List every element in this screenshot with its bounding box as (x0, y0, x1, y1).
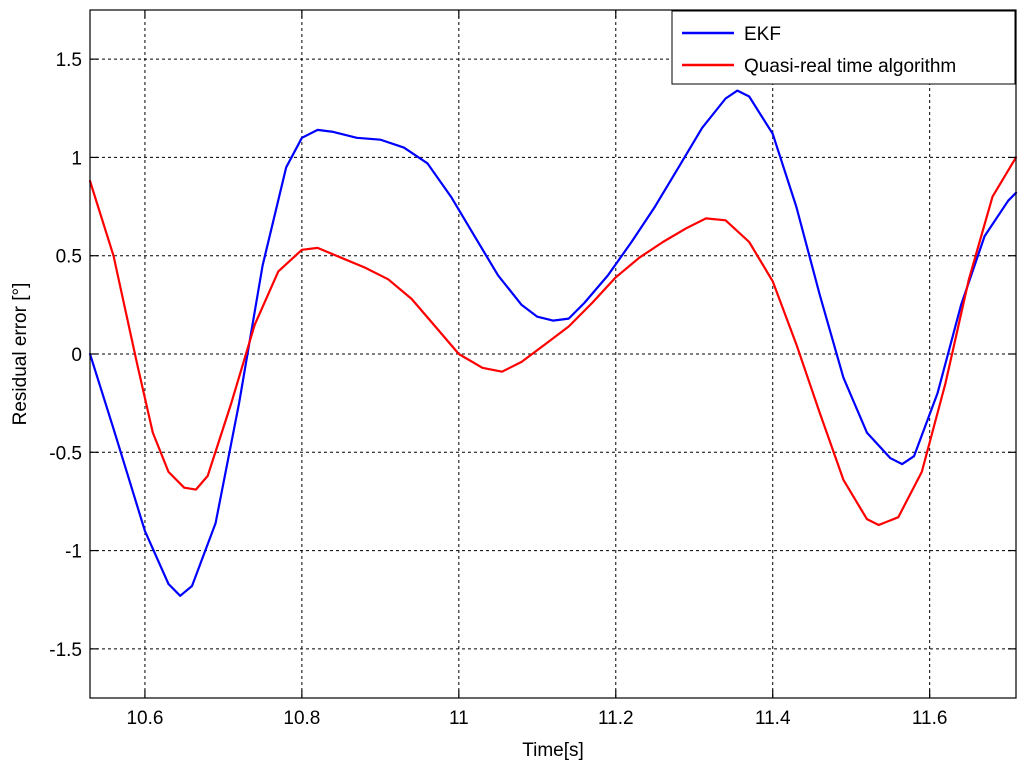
y-tick-label: 1 (71, 148, 82, 169)
legend: EKF Quasi-real time algorithm (671, 10, 1016, 85)
x-tick-label: 10.8 (283, 708, 320, 729)
x-tick-label: 11.4 (755, 708, 791, 729)
legend-box (671, 10, 1016, 85)
y-tick-label: 0.5 (56, 247, 82, 268)
x-tick-label: 11.2 (598, 708, 634, 729)
y-axis-label: Residual error [°] (10, 283, 31, 426)
y-tick-label: -1 (65, 542, 82, 563)
y-tick-label: -0.5 (49, 443, 82, 464)
legend-label-ekf: EKF (744, 24, 781, 45)
x-tick-label: 11.6 (912, 708, 948, 729)
x-axis-label: Time[s] (522, 740, 584, 761)
series-line-quasi-real-time (88, 156, 1018, 527)
tick-layer: 10.6 10.8 11 11.2 11.4 11.6 1.5 1 0.5 0 -0.5 -1 -1.5 (49, 10, 1016, 729)
series-line-ekf (88, 89, 1018, 597)
y-tick-label: -1.5 (49, 640, 82, 661)
x-tick-label: 10.6 (126, 708, 163, 729)
y-tick-label: 0 (71, 345, 82, 366)
grid-layer (90, 10, 1016, 698)
x-tick-label: 11 (449, 708, 469, 729)
legend-label-quasi-real-time: Quasi-real time algorithm (744, 56, 956, 77)
series-layer (88, 89, 1018, 597)
y-tick-label: 1.5 (56, 50, 82, 71)
